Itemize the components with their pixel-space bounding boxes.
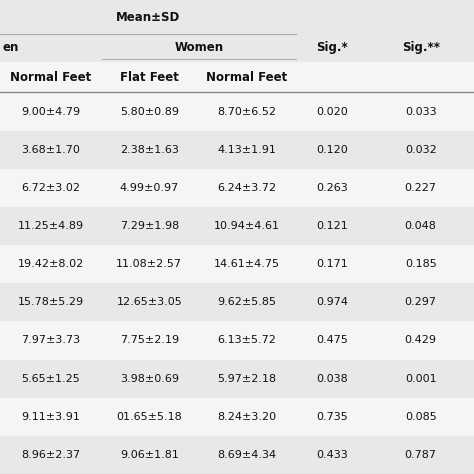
Text: Sig.**: Sig.**: [401, 41, 440, 55]
Text: 0.048: 0.048: [405, 221, 437, 231]
Bar: [0, 34, 474, 62]
Text: 10.94±4.61: 10.94±4.61: [213, 221, 280, 231]
Text: 5.97±2.18: 5.97±2.18: [217, 374, 276, 383]
Text: 4.99±0.97: 4.99±0.97: [119, 183, 179, 193]
Text: 7.97±3.73: 7.97±3.73: [21, 336, 81, 346]
Text: 0.735: 0.735: [316, 412, 347, 422]
Text: 0.297: 0.297: [405, 297, 437, 307]
Text: Normal Feet: Normal Feet: [206, 71, 287, 83]
Text: Flat Feet: Flat Feet: [120, 71, 179, 83]
Text: 0.001: 0.001: [405, 374, 437, 383]
Bar: [0, 436, 474, 474]
Bar: [0, 92, 474, 131]
Text: 8.24±3.20: 8.24±3.20: [217, 412, 276, 422]
Text: 19.42±8.02: 19.42±8.02: [18, 259, 84, 269]
Bar: [0, 359, 474, 398]
Bar: [0, 321, 474, 359]
Text: 0.263: 0.263: [316, 183, 347, 193]
Text: 9.06±1.81: 9.06±1.81: [120, 450, 179, 460]
Bar: [0, 283, 474, 321]
Text: 0.038: 0.038: [316, 374, 347, 383]
Text: Sig.*: Sig.*: [316, 41, 347, 55]
Text: 0.020: 0.020: [316, 107, 347, 117]
Text: 4.13±1.91: 4.13±1.91: [217, 145, 276, 155]
Bar: [0, 0, 296, 34]
Text: 3.68±1.70: 3.68±1.70: [21, 145, 81, 155]
Text: 3.98±0.69: 3.98±0.69: [120, 374, 179, 383]
Text: 8.70±6.52: 8.70±6.52: [217, 107, 276, 117]
Text: 8.69±4.34: 8.69±4.34: [217, 450, 276, 460]
Text: 0.032: 0.032: [405, 145, 437, 155]
Text: 6.72±3.02: 6.72±3.02: [21, 183, 81, 193]
Text: 8.96±2.37: 8.96±2.37: [21, 450, 81, 460]
Text: 15.78±5.29: 15.78±5.29: [18, 297, 84, 307]
Text: 5.65±1.25: 5.65±1.25: [22, 374, 80, 383]
Text: 9.11±3.91: 9.11±3.91: [21, 412, 81, 422]
Text: Women: Women: [174, 41, 224, 55]
Text: 0.185: 0.185: [405, 259, 437, 269]
Text: 0.787: 0.787: [405, 450, 437, 460]
Text: 11.08±2.57: 11.08±2.57: [116, 259, 182, 269]
Text: 14.61±4.75: 14.61±4.75: [213, 259, 280, 269]
Text: Normal Feet: Normal Feet: [10, 71, 91, 83]
Text: 6.24±3.72: 6.24±3.72: [217, 183, 276, 193]
Text: 7.75±2.19: 7.75±2.19: [120, 336, 179, 346]
Text: 0.121: 0.121: [316, 221, 347, 231]
Text: Mean±SD: Mean±SD: [116, 10, 180, 24]
Text: 9.00±4.79: 9.00±4.79: [21, 107, 81, 117]
Text: 0.120: 0.120: [316, 145, 347, 155]
Bar: [0, 398, 474, 436]
Text: en: en: [2, 41, 19, 55]
Bar: [0, 207, 474, 245]
Bar: [0, 169, 474, 207]
Text: 6.13±5.72: 6.13±5.72: [217, 336, 276, 346]
Bar: [0, 245, 474, 283]
Text: 5.80±0.89: 5.80±0.89: [120, 107, 179, 117]
Text: 0.475: 0.475: [316, 336, 348, 346]
Text: 0.433: 0.433: [316, 450, 347, 460]
Text: 0.974: 0.974: [316, 297, 348, 307]
Text: 11.25±4.89: 11.25±4.89: [18, 221, 84, 231]
Bar: [0, 62, 474, 92]
Text: 01.65±5.18: 01.65±5.18: [117, 412, 182, 422]
Text: 2.38±1.63: 2.38±1.63: [120, 145, 179, 155]
Text: 0.227: 0.227: [405, 183, 437, 193]
Text: 12.65±3.05: 12.65±3.05: [117, 297, 182, 307]
Text: 0.085: 0.085: [405, 412, 437, 422]
Text: 0.429: 0.429: [405, 336, 437, 346]
Text: 0.033: 0.033: [405, 107, 437, 117]
Text: 7.29±1.98: 7.29±1.98: [119, 221, 179, 231]
Text: 9.62±5.85: 9.62±5.85: [217, 297, 276, 307]
Bar: [0, 131, 474, 169]
Text: 0.171: 0.171: [316, 259, 347, 269]
